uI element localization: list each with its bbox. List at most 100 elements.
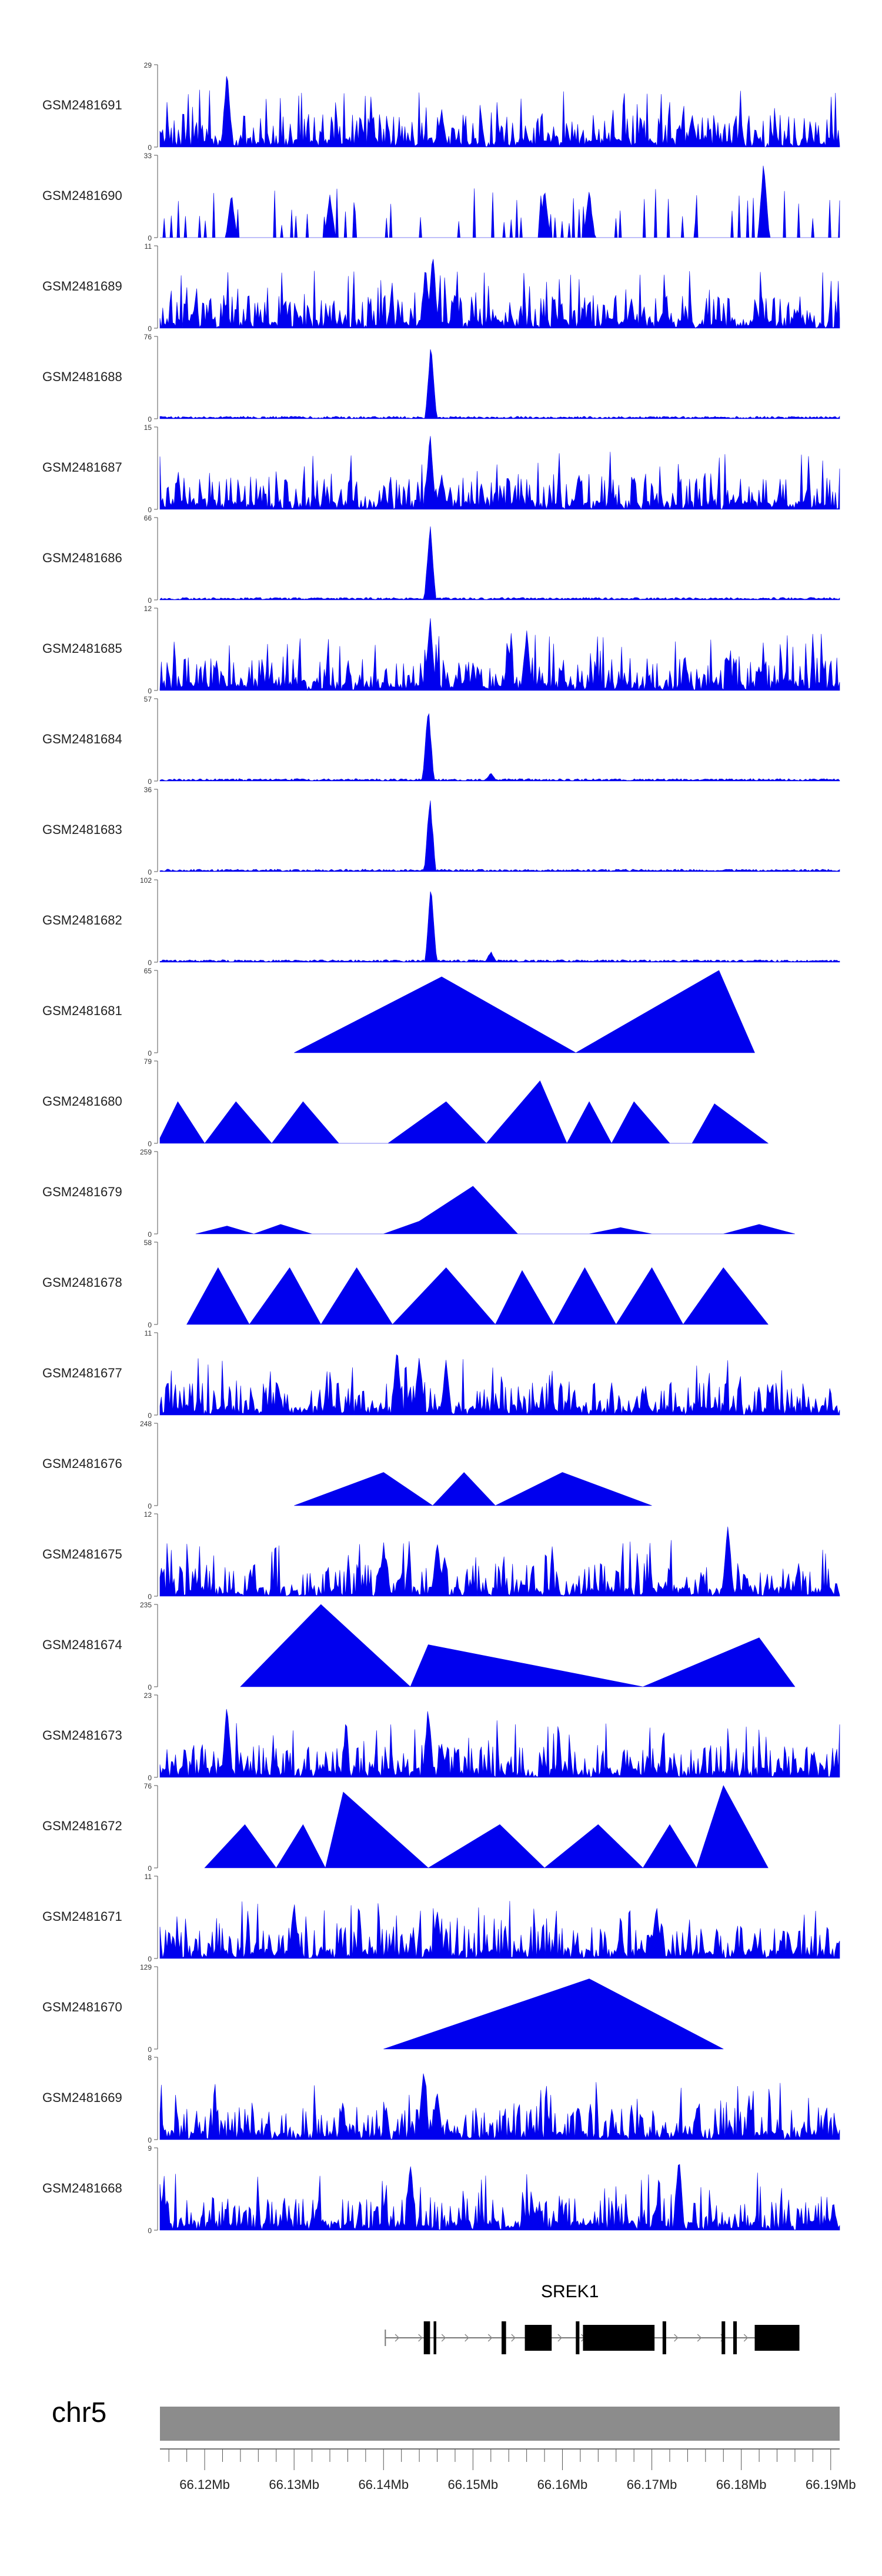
strand-arrow xyxy=(743,2334,749,2342)
x-tick-label: 66.12Mb xyxy=(179,2477,230,2492)
track-GSM2481679: 259 0 xyxy=(140,1148,795,1239)
track-GSM2481682: 102 0 xyxy=(140,876,840,967)
track-GSM2481686: 66 0 xyxy=(144,514,840,605)
signal-area xyxy=(159,2164,840,2231)
track-label: GSM2481678 xyxy=(42,1275,122,1290)
y-max-label: 12 xyxy=(144,605,152,613)
y-max-label: 76 xyxy=(144,333,152,341)
y-min-label: 0 xyxy=(148,1412,152,1420)
track-label: GSM2481687 xyxy=(42,460,122,475)
signal-area xyxy=(159,1080,769,1144)
track-label: GSM2481681 xyxy=(42,1003,122,1018)
signal-area xyxy=(159,1526,840,1597)
track-GSM2481678: 58 0 xyxy=(144,1239,769,1329)
signal-area xyxy=(159,618,840,691)
track-GSM2481688: 76 0 xyxy=(144,333,840,423)
y-max-label: 129 xyxy=(140,1963,152,1971)
y-max-label: 235 xyxy=(140,1601,152,1609)
signal-area xyxy=(159,2073,840,2141)
gene-exon xyxy=(721,2321,726,2354)
signal-area xyxy=(383,1978,724,2050)
y-max-label: 102 xyxy=(140,876,152,885)
signal-area xyxy=(159,436,840,510)
y-min-label: 0 xyxy=(148,1049,152,1057)
x-tick-label: 66.16Mb xyxy=(537,2477,588,2492)
y-max-label: 79 xyxy=(144,1057,152,1066)
strand-arrow xyxy=(511,2334,516,2342)
y-min-label: 0 xyxy=(148,144,152,152)
signal-area xyxy=(159,1354,840,1416)
gene-exon xyxy=(733,2321,737,2354)
track-GSM2481673: 23 0 xyxy=(144,1691,840,1782)
gene-track xyxy=(385,2321,800,2354)
signal-area xyxy=(240,1604,796,1687)
track-GSM2481680: 79 0 xyxy=(144,1057,769,1148)
y-max-label: 11 xyxy=(145,242,152,251)
track-label: GSM2481671 xyxy=(42,1909,122,1924)
y-min-label: 0 xyxy=(148,415,152,423)
track-GSM2481683: 36 0 xyxy=(144,786,840,876)
y-max-label: 8 xyxy=(148,2054,152,2062)
y-min-label: 0 xyxy=(148,1593,152,1601)
track-label: GSM2481673 xyxy=(42,1728,122,1743)
x-tick-label: 66.14Mb xyxy=(358,2477,409,2492)
signal-area xyxy=(159,259,840,329)
x-tick-label: 66.18Mb xyxy=(716,2477,767,2492)
y-max-label: 12 xyxy=(144,1510,152,1519)
strand-arrow xyxy=(465,2334,469,2342)
signal-area xyxy=(160,165,840,238)
strand-arrow xyxy=(557,2334,563,2342)
y-max-label: 248 xyxy=(140,1420,152,1428)
y-max-label: 76 xyxy=(144,1782,152,1790)
track-label: GSM2481668 xyxy=(42,2181,122,2195)
y-min-label: 0 xyxy=(148,1955,152,1963)
y-max-label: 9 xyxy=(148,2144,152,2153)
track-label: GSM2481670 xyxy=(42,2000,122,2014)
strand-arrow xyxy=(487,2334,493,2342)
signal-area xyxy=(159,800,840,872)
track-label: GSM2481676 xyxy=(42,1456,122,1471)
y-max-label: 11 xyxy=(145,1873,152,1881)
track-GSM2481685: 12 0 xyxy=(144,605,840,695)
y-min-label: 0 xyxy=(148,596,152,605)
x-tick-label: 66.19Mb xyxy=(806,2477,856,2492)
gene-exon xyxy=(576,2321,580,2354)
y-max-label: 11 xyxy=(145,1329,152,1337)
track-label: GSM2481679 xyxy=(42,1184,122,1199)
signal-tracks: 2903301107601506601205703601020650790259… xyxy=(140,61,840,2235)
track-label: GSM2481684 xyxy=(42,732,122,746)
y-min-label: 0 xyxy=(148,1502,152,1510)
y-min-label: 0 xyxy=(148,506,152,514)
track-GSM2481687: 15 0 xyxy=(144,423,840,514)
y-min-label: 0 xyxy=(148,325,152,333)
y-max-label: 23 xyxy=(144,1691,152,1700)
signal-area xyxy=(159,891,840,963)
y-max-label: 66 xyxy=(144,514,152,522)
gene-name-label: SREK1 xyxy=(541,2282,599,2301)
track-GSM2481684: 57 0 xyxy=(144,695,840,786)
gene-exon xyxy=(754,2325,800,2351)
y-min-label: 0 xyxy=(148,778,152,786)
track-GSM2481670: 129 0 xyxy=(140,1963,724,2054)
y-min-label: 0 xyxy=(148,2136,152,2144)
y-min-label: 0 xyxy=(148,959,152,967)
track-GSM2481691: 29 0 xyxy=(144,61,840,152)
track-label: GSM2481688 xyxy=(42,369,122,384)
track-GSM2481681: 65 0 xyxy=(144,967,755,1057)
track-GSM2481672: 76 0 xyxy=(144,1782,769,1873)
gene-exon xyxy=(583,2325,655,2351)
signal-area xyxy=(159,1901,840,1959)
y-max-label: 65 xyxy=(144,967,152,975)
signal-area xyxy=(294,1472,652,1506)
signal-area xyxy=(159,76,840,148)
y-max-label: 259 xyxy=(140,1148,152,1156)
x-tick-label: 66.15Mb xyxy=(448,2477,499,2492)
track-label: GSM2481691 xyxy=(42,98,122,112)
track-GSM2481675: 12 0 xyxy=(144,1510,840,1601)
gene-exon xyxy=(423,2321,430,2354)
track-label: GSM2481686 xyxy=(42,550,122,565)
chromosome-label: chr5 xyxy=(52,2397,107,2428)
track-label: GSM2481689 xyxy=(42,279,122,293)
y-min-label: 0 xyxy=(148,1774,152,1782)
